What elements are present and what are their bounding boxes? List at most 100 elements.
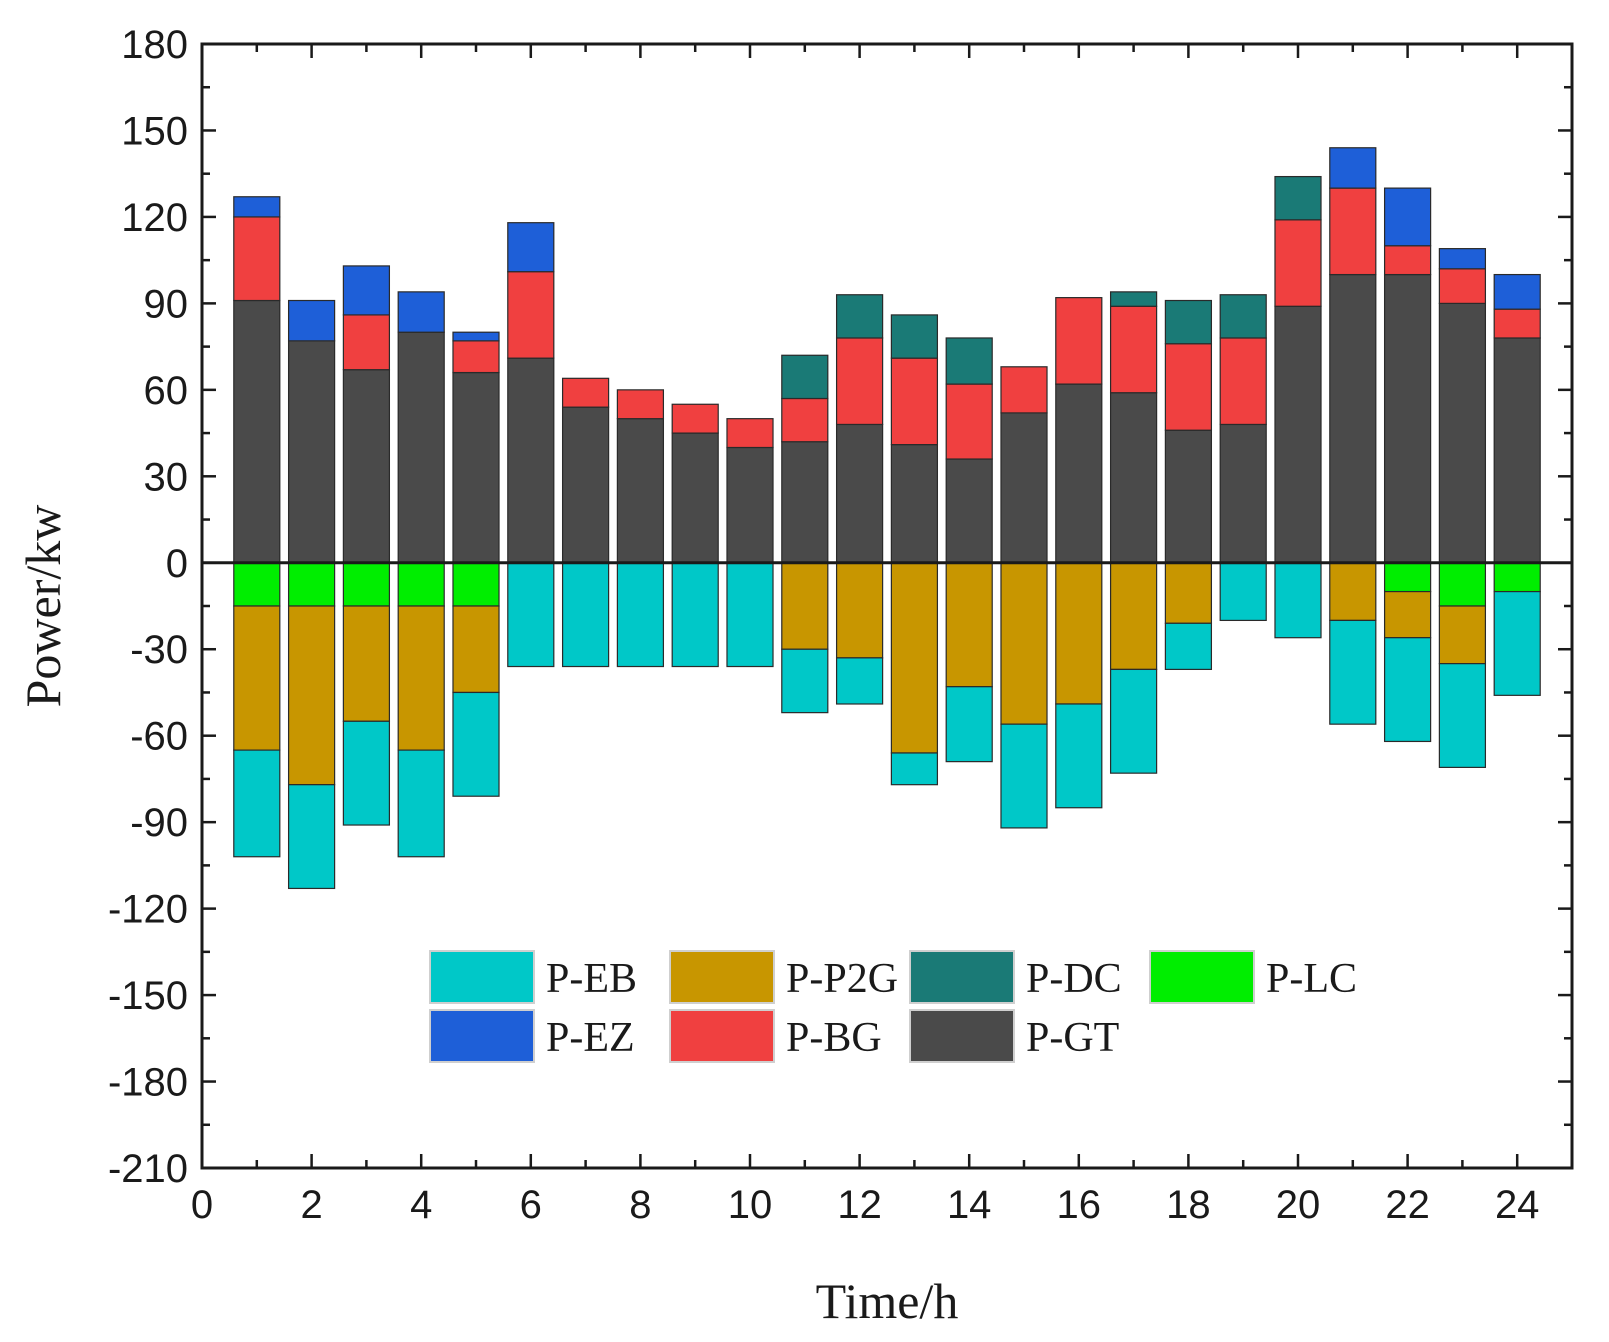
y-tick-label: 180	[121, 23, 188, 67]
bar-p-dc-t19	[1219, 294, 1267, 339]
bar-p-gt-t15	[1000, 412, 1048, 564]
bar-p-p2g-t18	[1164, 562, 1213, 624]
bar-p-bg-t13	[890, 357, 939, 446]
legend-label: P-EZ	[546, 1015, 635, 1061]
x-tick-label: 24	[1495, 1183, 1540, 1227]
legend-item-p-lc: P-LC	[1149, 950, 1357, 1004]
bar-p-eb-t19	[1219, 562, 1267, 622]
bar-p-eb-t13	[890, 752, 939, 786]
bar-p-lc-t2	[287, 562, 336, 607]
legend-item-p-eb: P-EB	[429, 950, 637, 1004]
bar-p-bg-t9	[671, 403, 719, 434]
bar-p-gt-t12	[835, 423, 884, 564]
bar-p-lc-t3	[342, 562, 391, 607]
bar-p-ez-t21	[1329, 147, 1377, 189]
bar-p-bg-t23	[1438, 268, 1487, 304]
bar-p-eb-t11	[781, 648, 829, 714]
bar-p-eb-t1	[233, 749, 281, 858]
legend-item-p-gt: P-GT	[909, 1009, 1119, 1063]
bar-p-p2g-t12	[835, 562, 884, 659]
tick-labels-layer: 1801501209060300-30-60-90-120-150-180-21…	[108, 23, 1540, 1227]
bar-p-eb-t4	[397, 749, 445, 858]
bar-p-gt-t1	[233, 299, 281, 564]
x-tick-label: 10	[728, 1183, 773, 1227]
bar-p-eb-t22	[1383, 637, 1432, 743]
bar-p-dc-t17	[1109, 291, 1158, 307]
legend-item-p-ez: P-EZ	[429, 1009, 635, 1063]
plot-frame	[200, 42, 1574, 1170]
legend-item-p-p2g: P-P2G	[669, 950, 898, 1004]
bar-p-eb-t2	[287, 784, 336, 890]
bar-p-lc-t4	[397, 562, 445, 607]
y-tick-label: 0	[166, 542, 188, 586]
bar-p-lc-t5	[452, 562, 500, 607]
y-tick-label: -180	[108, 1061, 188, 1105]
x-tick-label: 16	[1057, 1183, 1102, 1227]
x-tick-label: 20	[1276, 1183, 1321, 1227]
legend-label: P-EB	[546, 956, 637, 1002]
bar-p-lc-t22	[1383, 562, 1432, 593]
bar-p-p2g-t23	[1438, 605, 1487, 665]
bar-p-dc-t18	[1164, 299, 1213, 345]
bar-p-eb-t24	[1493, 590, 1541, 696]
legend-label: P-GT	[1026, 1015, 1119, 1061]
bar-p-bg-t24	[1493, 308, 1541, 339]
legend: P-EB P-P2G P-DC P-LC P-EZ P-BG P-GT	[429, 950, 1357, 1063]
bar-p-ez-t3	[342, 265, 391, 316]
bar-p-gt-t5	[452, 371, 500, 564]
x-tick-label: 8	[629, 1183, 651, 1227]
bar-p-dc-t14	[945, 337, 993, 385]
bar-p-gt-t18	[1164, 429, 1213, 564]
bar-p-gt-t2	[287, 340, 336, 564]
bar-p-gt-t16	[1055, 383, 1103, 564]
y-tick-label: -30	[130, 628, 188, 672]
x-tick-label: 12	[837, 1183, 882, 1227]
bar-p-ez-t24	[1493, 273, 1541, 310]
legend-swatch	[1149, 950, 1255, 1004]
bar-p-lc-t1	[233, 562, 281, 607]
bar-p-gt-t17	[1109, 392, 1158, 564]
bar-p-bg-t18	[1164, 343, 1213, 431]
bar-p-eb-t17	[1109, 668, 1158, 774]
bar-p-ez-t23	[1438, 248, 1487, 270]
bar-p-lc-t23	[1438, 562, 1487, 607]
bar-p-eb-t5	[452, 691, 500, 797]
bar-p-eb-t21	[1329, 619, 1377, 725]
bar-p-gt-t23	[1438, 302, 1487, 564]
bar-p-eb-t20	[1274, 562, 1322, 639]
bar-p-gt-t22	[1383, 273, 1432, 564]
bar-p-p2g-t13	[890, 562, 939, 754]
x-tick-label: 6	[520, 1183, 542, 1227]
bar-p-ez-t2	[287, 299, 336, 342]
bar-p-p2g-t1	[233, 605, 281, 751]
legend-item-p-dc: P-DC	[909, 950, 1122, 1004]
bar-p-gt-t8	[616, 418, 665, 564]
bar-p-bg-t11	[781, 397, 829, 443]
legend-item-p-bg: P-BG	[669, 1009, 882, 1063]
bar-p-bg-t6	[507, 271, 555, 359]
y-tick-label: 150	[121, 109, 188, 153]
bar-p-ez-t22	[1383, 187, 1432, 247]
bar-p-ez-t1	[233, 196, 281, 218]
bar-p-gt-t7	[561, 406, 610, 564]
bar-p-eb-t6	[507, 562, 555, 668]
bar-p-gt-t14	[945, 458, 993, 564]
y-tick-label: -120	[108, 888, 188, 932]
x-tick-label: 0	[191, 1183, 213, 1227]
bar-p-bg-t8	[616, 389, 665, 420]
bar-p-bg-t15	[1000, 366, 1048, 414]
bar-p-bg-t10	[726, 418, 774, 449]
bar-p-p2g-t14	[945, 562, 993, 688]
legend-label: P-P2G	[786, 956, 898, 1002]
bar-p-p2g-t11	[781, 562, 829, 650]
bar-p-eb-t9	[671, 562, 719, 668]
bar-p-gt-t13	[890, 444, 939, 564]
legend-swatch	[429, 950, 535, 1004]
x-tick-label: 2	[300, 1183, 322, 1227]
bar-p-gt-t24	[1493, 337, 1541, 564]
legend-label: P-DC	[1026, 956, 1122, 1002]
bar-p-dc-t11	[781, 354, 829, 400]
bar-p-bg-t14	[945, 383, 993, 460]
y-axis-title: Power/kw	[15, 505, 71, 708]
